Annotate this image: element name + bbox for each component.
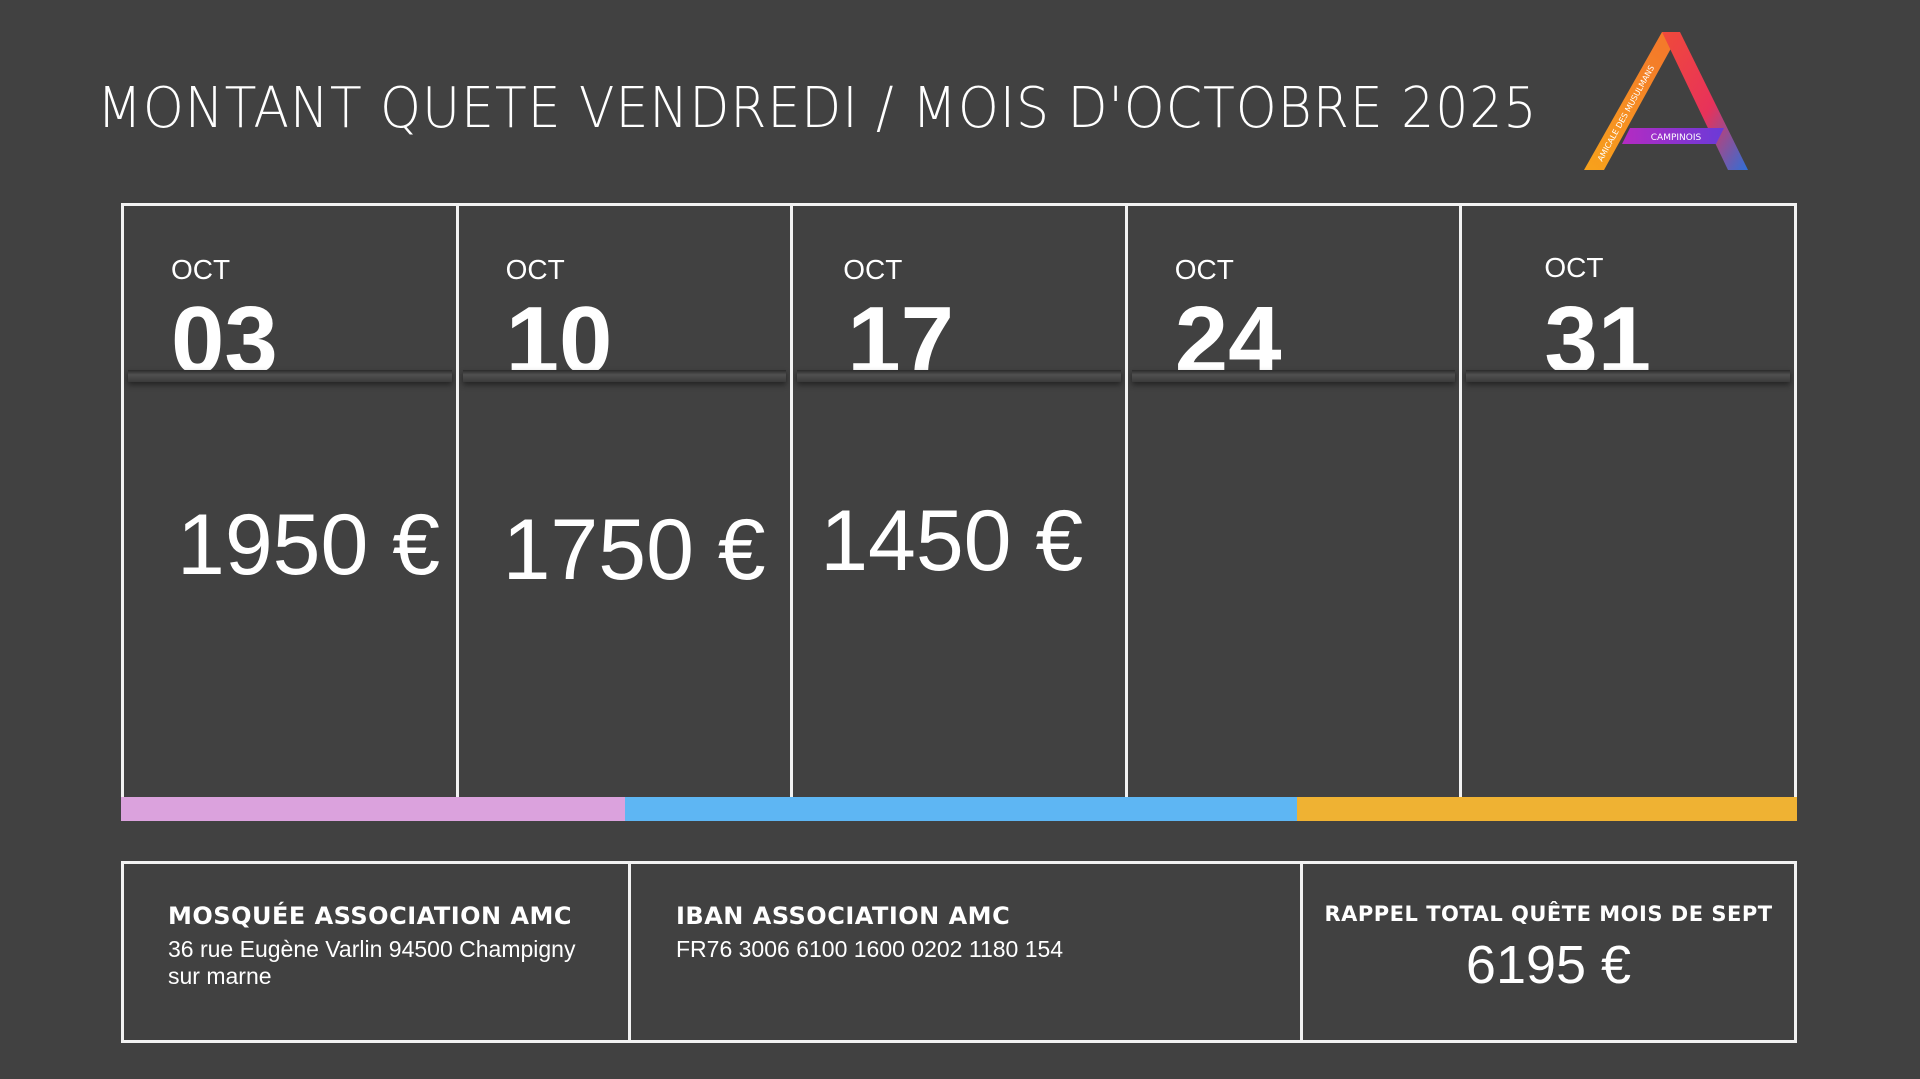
page-fold bbox=[797, 370, 1121, 382]
info-panel: MOSQUÉE ASSOCIATION AMC 36 rue Eugène Va… bbox=[121, 861, 1797, 1043]
iban-heading: IBAN ASSOCIATION AMC bbox=[676, 902, 1011, 930]
collection-amount: 1750 € bbox=[502, 502, 766, 598]
color-band bbox=[121, 797, 1797, 821]
month-label: OCT bbox=[1544, 252, 1604, 283]
color-band-orange bbox=[1297, 797, 1797, 821]
amc-logo: CAMPINOIS AMICALE DES MUSULMANS bbox=[1584, 32, 1748, 170]
day-card-24: OCT 24 bbox=[1124, 206, 1460, 818]
day-card-10: OCT 10 1750 € bbox=[455, 206, 791, 818]
mosque-info: MOSQUÉE ASSOCIATION AMC 36 rue Eugène Va… bbox=[124, 864, 628, 1040]
day-number: 10 bbox=[505, 287, 613, 372]
september-total: RAPPEL TOTAL QUÊTE MOIS DE SEPT 6195 € bbox=[1300, 864, 1794, 1040]
mosque-heading: MOSQUÉE ASSOCIATION AMC bbox=[168, 902, 573, 930]
month-label: OCT bbox=[171, 254, 231, 285]
color-band-pink bbox=[121, 797, 625, 821]
day-card-31: OCT 31 bbox=[1459, 206, 1794, 818]
page-fold bbox=[128, 370, 452, 382]
iban-value: FR76 3006 6100 1600 0202 1180 154 bbox=[676, 936, 1064, 962]
total-heading: RAPPEL TOTAL QUÊTE MOIS DE SEPT bbox=[1324, 902, 1773, 926]
svg-text:AMICALE DES MUSULMANS: AMICALE DES MUSULMANS bbox=[1596, 64, 1656, 163]
day-number: 31 bbox=[1544, 287, 1652, 372]
friday-calendar: OCT 03 1950 € OCT 10 1750 € OCT 17 1450 … bbox=[121, 203, 1797, 821]
page-fold bbox=[462, 370, 787, 382]
day-card-17: OCT 17 1450 € bbox=[790, 206, 1125, 818]
collection-amount: 1450 € bbox=[820, 493, 1084, 589]
mosque-address: 36 rue Eugène Varlin 94500 Champigny sur… bbox=[168, 936, 576, 989]
month-label: OCT bbox=[1174, 254, 1234, 285]
month-label: OCT bbox=[505, 254, 565, 285]
page-fold bbox=[1131, 370, 1456, 382]
day-number: 24 bbox=[1174, 287, 1282, 372]
collection-amount: 1950 € bbox=[177, 497, 441, 593]
svg-text:CAMPINOIS: CAMPINOIS bbox=[1651, 133, 1702, 143]
day-card-03: OCT 03 1950 € bbox=[124, 206, 456, 818]
month-label: OCT bbox=[843, 254, 903, 285]
day-number: 17 bbox=[847, 287, 954, 372]
total-value: 6195 € bbox=[1465, 935, 1632, 995]
page-fold bbox=[1466, 370, 1790, 382]
day-number: 03 bbox=[171, 287, 278, 372]
iban-info: IBAN ASSOCIATION AMC FR76 3006 6100 1600… bbox=[628, 864, 1300, 1040]
color-band-blue bbox=[625, 797, 1297, 821]
page-title: MONTANT QUETE VENDREDI / MOIS D'OCTOBRE … bbox=[97, 76, 1538, 141]
